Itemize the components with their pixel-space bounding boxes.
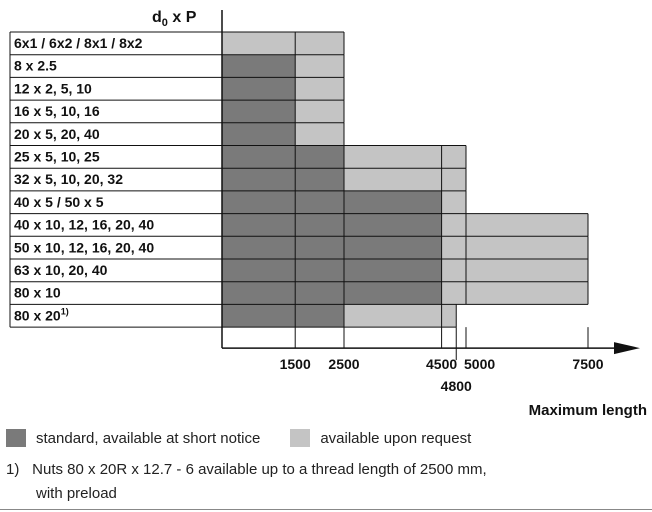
chart-title-text: d0 x P (152, 9, 197, 29)
row-label: 6x1 / 6x2 / 8x1 / 8x2 (14, 35, 143, 51)
row-label: 63 x 10, 20, 40 (14, 262, 108, 278)
legend-label-request: available upon request (320, 429, 472, 447)
row-label: 32 x 5, 10, 20, 32 (14, 171, 123, 187)
x-tick-label: 7500 (572, 356, 603, 372)
row-label: 12 x 2, 5, 10 (14, 80, 92, 96)
row-label: 16 x 5, 10, 16 (14, 103, 100, 119)
chart-title: d0 x P (152, 9, 197, 29)
legend-label-standard: standard, available at short notice (36, 429, 261, 447)
x-tick-label: 2500 (328, 356, 359, 372)
row-label: 40 x 10, 12, 16, 20, 40 (14, 217, 154, 233)
chart-title-rest: x P (168, 9, 197, 26)
x-axis-arrow-icon (614, 342, 640, 355)
footnote: 1) Nuts 80 x 20R x 12.7 - 6 available up… (6, 458, 646, 506)
row-label: 50 x 10, 12, 16, 20, 40 (14, 239, 154, 255)
bar-standard (222, 168, 344, 191)
legend: standard, available at short notice avai… (6, 429, 501, 447)
chart: d0 x P 6x1 / 6x2 / 8x1 / 8x2 8 x 2.5 12 x … (9, 9, 647, 419)
bar-standard (222, 236, 442, 259)
bar-standard (222, 145, 344, 169)
bar-request (222, 32, 344, 55)
row-label: 80 x 10 (14, 285, 61, 301)
legend-item-standard: standard, available at short notice (6, 429, 260, 447)
bottom-rule (0, 509, 652, 510)
bar-standard (222, 122, 296, 146)
legend-item-request: available upon request (290, 429, 471, 447)
bar-standard (222, 100, 296, 123)
row-label: 40 x 5 / 50 x 5 (14, 194, 104, 210)
legend-swatch-request (290, 429, 311, 447)
row-label-superscript: 1) (61, 306, 69, 316)
row-label: 80 x 201) (14, 306, 69, 323)
x-tick-label: 1500 (280, 356, 311, 372)
footnote-line-2: with preload (36, 485, 117, 502)
row-label: 25 x 5, 10, 25 (14, 149, 100, 165)
row-labels: 6x1 / 6x2 / 8x1 / 8x2 8 x 2.5 12 x 2, 5, 1… (14, 35, 154, 323)
bar-standard (222, 77, 296, 101)
footnote-line-1: Nuts 80 x 20R x 12.7 - 6 available up to… (32, 461, 487, 478)
x-axis-label: Maximum length (529, 402, 647, 419)
x-axis: 1500 2500 4500 5000 4800 7500 Maximum length (221, 327, 647, 419)
row-label: 20 x 5, 20, 40 (14, 126, 100, 142)
row-label: 8 x 2.5 (14, 58, 57, 74)
bar-standard (222, 304, 344, 328)
table-lines (9, 10, 589, 328)
bar-standard (222, 259, 442, 282)
x-tick-label: 4500 (426, 356, 457, 372)
bar-standard (222, 54, 296, 78)
bar-standard (222, 213, 442, 237)
chart-title-subscript: 0 (162, 17, 168, 29)
legend-swatch-standard (6, 429, 26, 447)
x-tick-label: 5000 (464, 356, 495, 372)
bar-standard (222, 190, 442, 214)
bar-standard (222, 281, 442, 305)
x-tick-label: 4800 (441, 378, 472, 394)
footnote-mark: 1) (6, 461, 20, 478)
bars (222, 32, 588, 328)
